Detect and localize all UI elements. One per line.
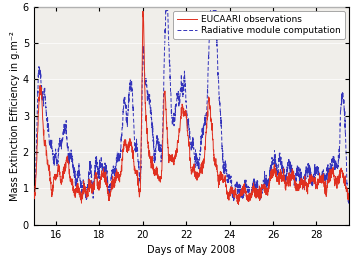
EUCAARI observations	[280, 175, 284, 179]
EUCAARI observations	[48, 173, 52, 176]
Radiative module computation	[185, 114, 189, 117]
EUCAARI observations	[141, 10, 145, 13]
Radiative module computation	[338, 122, 342, 125]
Y-axis label: Mass Extinction Efficiency in g.m⁻²: Mass Extinction Efficiency in g.m⁻²	[10, 31, 20, 201]
Radiative module computation	[177, 106, 181, 109]
Radiative module computation	[48, 144, 52, 147]
Legend: EUCAARI observations, Radiative module computation: EUCAARI observations, Radiative module c…	[173, 11, 345, 39]
Radiative module computation	[164, 9, 168, 12]
Radiative module computation	[32, 200, 36, 203]
EUCAARI observations	[338, 176, 342, 179]
EUCAARI observations	[338, 173, 342, 176]
Line: Radiative module computation: Radiative module computation	[34, 11, 349, 204]
Line: EUCAARI observations: EUCAARI observations	[34, 11, 349, 204]
X-axis label: Days of May 2008: Days of May 2008	[147, 245, 235, 255]
Radiative module computation	[347, 203, 351, 206]
EUCAARI observations	[185, 130, 189, 133]
EUCAARI observations	[32, 191, 36, 194]
EUCAARI observations	[237, 203, 241, 206]
EUCAARI observations	[347, 197, 351, 200]
Radiative module computation	[338, 129, 342, 132]
Radiative module computation	[280, 171, 284, 174]
EUCAARI observations	[177, 131, 181, 134]
